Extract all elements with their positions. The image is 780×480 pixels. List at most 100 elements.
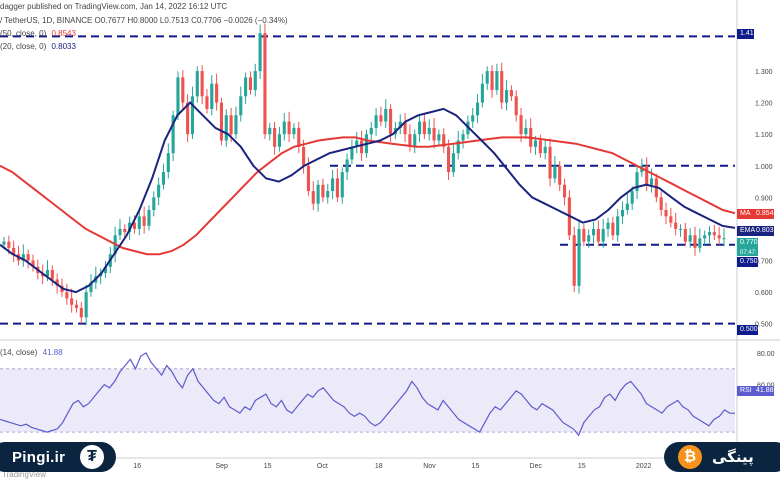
candle-body bbox=[591, 228, 596, 236]
candle-body bbox=[45, 270, 50, 277]
candle-body bbox=[142, 216, 146, 226]
candle-body bbox=[248, 77, 253, 90]
candle-body bbox=[321, 184, 325, 198]
candle-body bbox=[616, 216, 620, 236]
tether-icon: ₮ bbox=[80, 445, 104, 469]
x-tick-label: 2022 bbox=[636, 463, 652, 470]
y-tick-label: 0.700 bbox=[755, 259, 773, 266]
candle-body bbox=[427, 127, 431, 135]
candle-body bbox=[268, 127, 272, 135]
brand-badge-right[interactable]: ₿ پینگی bbox=[650, 434, 780, 480]
candle-body bbox=[65, 292, 69, 299]
candle-body bbox=[422, 121, 426, 135]
candle-body bbox=[572, 235, 576, 286]
x-tick-label: Oct bbox=[317, 463, 328, 470]
rsi-band bbox=[0, 368, 735, 433]
candle-body bbox=[282, 121, 286, 135]
ma-legend-label: (50, close, 0) bbox=[0, 29, 47, 38]
candle-body bbox=[418, 121, 422, 135]
candle-body bbox=[7, 241, 11, 248]
candle-body bbox=[442, 134, 446, 147]
candle-body bbox=[519, 115, 523, 135]
brand-badge-left[interactable]: Pingi.ir ₮ bbox=[0, 434, 130, 480]
close-axis-tag: 0.770 07:47: bbox=[737, 238, 758, 256]
candle-body bbox=[297, 127, 301, 147]
candle-body bbox=[200, 71, 204, 97]
candle-body bbox=[635, 172, 639, 192]
candle-body bbox=[538, 140, 542, 154]
candle-body bbox=[500, 71, 504, 103]
candle-body bbox=[239, 96, 243, 116]
candle-body bbox=[683, 228, 687, 242]
candle-body bbox=[224, 115, 228, 141]
candle-body bbox=[306, 165, 310, 192]
candle-body bbox=[89, 282, 93, 293]
x-tick-label: 18 bbox=[375, 463, 383, 470]
x-tick-label: 15 bbox=[578, 463, 586, 470]
candle-body bbox=[562, 184, 567, 198]
candle-body bbox=[461, 134, 465, 141]
candle-body bbox=[558, 165, 562, 185]
rsi-tick-label: 80.00 bbox=[757, 351, 775, 358]
level-tag-low: 0.500 bbox=[737, 325, 758, 335]
candle-body bbox=[2, 241, 6, 245]
candle-body bbox=[123, 228, 127, 233]
candle-body bbox=[437, 134, 441, 141]
candle-body bbox=[688, 235, 692, 242]
candle-body bbox=[331, 178, 335, 192]
candle-body bbox=[495, 71, 499, 90]
candle-body bbox=[205, 96, 209, 109]
candle-body bbox=[369, 127, 373, 135]
candle-body bbox=[630, 191, 634, 204]
candle-body bbox=[26, 254, 30, 261]
candle-body bbox=[137, 216, 141, 229]
candle-body bbox=[215, 83, 219, 103]
candle-body bbox=[553, 165, 557, 179]
x-tick-label: Sep bbox=[215, 463, 228, 470]
candle-body bbox=[273, 127, 277, 147]
symbol-line: / TetherUS, 1D, BINANCE O0.7677 H0.8000 … bbox=[0, 16, 288, 25]
candle-body bbox=[674, 222, 678, 229]
y-tick-label: 1.200 bbox=[755, 101, 773, 108]
candle-body bbox=[447, 146, 451, 173]
candle-body bbox=[118, 228, 122, 236]
candle-body bbox=[287, 121, 291, 135]
candle-body bbox=[533, 140, 538, 147]
candle-body bbox=[403, 121, 407, 135]
candle-body bbox=[147, 210, 151, 226]
candle-body bbox=[55, 279, 59, 286]
level-tag-mid: 0.750 bbox=[737, 257, 758, 267]
x-tick-label: 15 bbox=[472, 463, 480, 470]
ema-legend: (20, close, 0) 0.8033 bbox=[0, 42, 76, 51]
candle-body bbox=[244, 77, 248, 97]
candle-body bbox=[219, 102, 224, 141]
candle-body bbox=[70, 298, 74, 305]
candle-body bbox=[485, 71, 489, 84]
ema-legend-value: 0.8033 bbox=[51, 42, 76, 51]
ema-legend-label: (20, close, 0) bbox=[0, 42, 47, 51]
candle-body bbox=[258, 33, 262, 72]
brand-name-left: Pingi.ir bbox=[12, 449, 66, 466]
candle-body bbox=[12, 247, 16, 255]
rsi-axis-tag: RSI 41.88 bbox=[737, 386, 774, 396]
candle-body bbox=[664, 210, 668, 217]
candle-body bbox=[649, 178, 654, 185]
level-tag-top: 1.41 bbox=[737, 29, 754, 39]
candle-body bbox=[722, 238, 726, 240]
candle-body bbox=[678, 228, 683, 230]
tradingview-watermark: TradingView bbox=[2, 470, 47, 479]
rsi-legend: (14, close) 41.88 bbox=[0, 348, 63, 357]
candle-body bbox=[292, 127, 296, 135]
y-tick-label: 1.100 bbox=[755, 132, 773, 139]
y-tick-label: 1.300 bbox=[755, 69, 773, 76]
candle-body bbox=[195, 71, 199, 97]
x-tick-label: 15 bbox=[264, 463, 272, 470]
candle-body bbox=[234, 115, 238, 135]
candle-body bbox=[84, 292, 88, 318]
candle-body bbox=[21, 254, 25, 261]
candle-body bbox=[311, 191, 315, 204]
candle-body bbox=[41, 273, 45, 277]
candle-body bbox=[514, 96, 518, 116]
